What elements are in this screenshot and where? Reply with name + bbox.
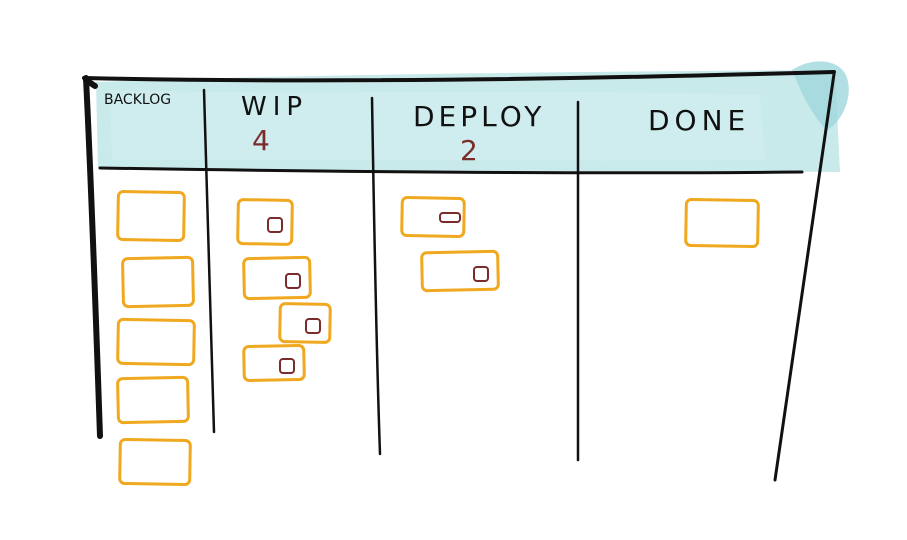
top-border <box>82 70 836 83</box>
column-header-wip: WIP <box>241 92 309 122</box>
left-border <box>83 75 103 439</box>
card-deploy-1 <box>400 196 466 238</box>
divider-1 <box>202 88 216 434</box>
card-done-1 <box>684 197 760 249</box>
board-frame <box>82 70 836 482</box>
card-tag-wip-3 <box>305 318 321 334</box>
card-backlog-1 <box>116 190 186 242</box>
column-header-deploy: DEPLOY <box>413 100 546 133</box>
card-deploy-2 <box>420 249 500 293</box>
card-backlog-2 <box>121 255 195 309</box>
cards-layer <box>116 190 760 487</box>
card-wip-4 <box>242 343 306 383</box>
wip-limit-wip: 4 <box>252 124 270 157</box>
card-backlog-5 <box>118 437 192 487</box>
card-tag-wip-4 <box>279 358 295 374</box>
right-border <box>773 72 836 482</box>
card-tag-wip-1 <box>267 217 283 233</box>
column-header-backlog: BACKLOG <box>104 92 172 108</box>
card-tag-deploy-1 <box>439 212 461 223</box>
card-wip-1 <box>236 198 294 246</box>
wip-limit-deploy: 2 <box>460 134 478 167</box>
card-backlog-3 <box>116 317 196 367</box>
card-tag-deploy-2 <box>473 266 489 282</box>
card-backlog-4 <box>116 375 190 425</box>
header-wash <box>96 61 849 172</box>
card-tag-wip-2 <box>285 273 301 289</box>
column-header-done: DONE <box>648 104 751 137</box>
card-tags-layer <box>267 212 489 374</box>
divider-2 <box>370 96 382 456</box>
